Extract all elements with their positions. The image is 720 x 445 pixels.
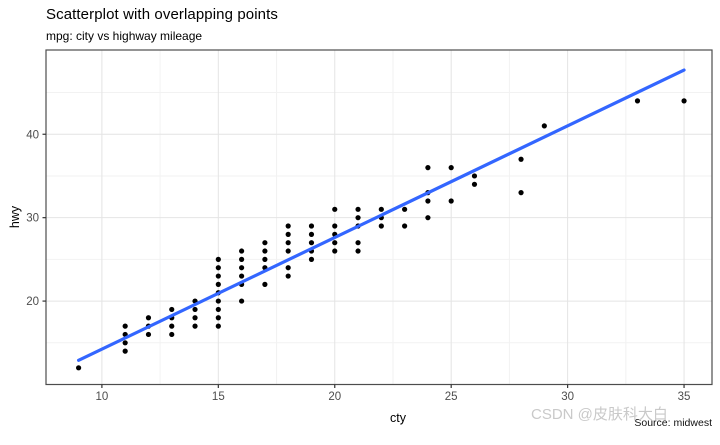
data-point bbox=[425, 165, 431, 171]
data-point bbox=[355, 240, 361, 246]
data-point bbox=[145, 331, 152, 338]
data-point bbox=[285, 273, 291, 279]
data-point bbox=[76, 365, 82, 371]
data-point bbox=[308, 231, 315, 237]
data-point bbox=[285, 265, 291, 271]
chart-subtitle: mpg: city vs highway mileage bbox=[46, 29, 203, 43]
data-point bbox=[332, 206, 338, 212]
data-point bbox=[355, 206, 361, 212]
data-point bbox=[169, 331, 175, 338]
data-point bbox=[192, 323, 198, 329]
x-tick-label: 20 bbox=[328, 391, 341, 403]
data-point bbox=[169, 323, 175, 329]
data-point bbox=[122, 323, 128, 329]
data-point bbox=[192, 315, 198, 321]
data-point bbox=[215, 273, 221, 279]
y-axis-title: hwy bbox=[8, 205, 22, 229]
data-point bbox=[308, 256, 315, 262]
data-point bbox=[402, 206, 408, 212]
csdn-watermark: CSDN @皮肤科大白 bbox=[531, 406, 668, 423]
x-tick-label: 10 bbox=[95, 391, 108, 403]
data-point bbox=[471, 181, 478, 187]
source-caption: Source: midwest bbox=[634, 417, 712, 429]
data-point bbox=[425, 198, 431, 204]
data-point bbox=[285, 231, 291, 237]
data-point bbox=[378, 206, 384, 212]
data-point bbox=[169, 306, 175, 313]
data-point bbox=[448, 198, 454, 204]
data-point bbox=[332, 223, 338, 229]
data-point bbox=[285, 223, 291, 229]
data-point bbox=[122, 340, 128, 346]
data-point bbox=[332, 240, 338, 246]
data-point bbox=[262, 240, 268, 246]
data-point bbox=[239, 256, 245, 262]
x-tick-label: 35 bbox=[678, 391, 691, 403]
data-point bbox=[239, 248, 245, 254]
data-point bbox=[239, 265, 245, 271]
data-point bbox=[215, 315, 221, 321]
data-point bbox=[192, 306, 198, 313]
data-point bbox=[215, 281, 221, 288]
data-point bbox=[402, 223, 408, 229]
data-point bbox=[308, 240, 315, 246]
data-point bbox=[681, 98, 687, 104]
data-point bbox=[308, 223, 315, 229]
data-point bbox=[215, 265, 221, 271]
data-point bbox=[262, 281, 268, 288]
data-point bbox=[262, 248, 268, 254]
data-point bbox=[518, 156, 524, 162]
trend-line bbox=[77, 68, 686, 362]
data-point bbox=[239, 273, 245, 279]
data-point bbox=[634, 98, 641, 104]
data-point bbox=[262, 256, 268, 262]
x-tick-label: 30 bbox=[561, 391, 574, 403]
y-tick-label: 20 bbox=[26, 296, 39, 308]
y-tick-label: 40 bbox=[26, 129, 39, 141]
data-point bbox=[518, 190, 524, 196]
x-tick-label: 15 bbox=[212, 391, 225, 403]
x-tick-label: 25 bbox=[445, 391, 458, 403]
data-point bbox=[471, 173, 478, 179]
data-point bbox=[425, 215, 431, 221]
data-point bbox=[378, 223, 384, 229]
data-point bbox=[355, 248, 361, 254]
data-point bbox=[215, 306, 221, 313]
data-point bbox=[145, 315, 152, 321]
data-point bbox=[355, 215, 361, 221]
data-point bbox=[215, 256, 221, 262]
data-point bbox=[332, 248, 338, 254]
data-point bbox=[122, 348, 128, 354]
chart-title: Scatterplot with overlapping points bbox=[46, 6, 278, 23]
data-point bbox=[285, 240, 291, 246]
y-tick-label: 30 bbox=[26, 213, 39, 225]
x-axis-title: cty bbox=[390, 411, 406, 425]
data-point bbox=[215, 298, 221, 304]
data-point bbox=[541, 123, 547, 129]
data-point bbox=[239, 298, 245, 304]
data-point bbox=[285, 248, 291, 254]
data-point bbox=[448, 165, 454, 171]
data-point bbox=[215, 323, 221, 329]
